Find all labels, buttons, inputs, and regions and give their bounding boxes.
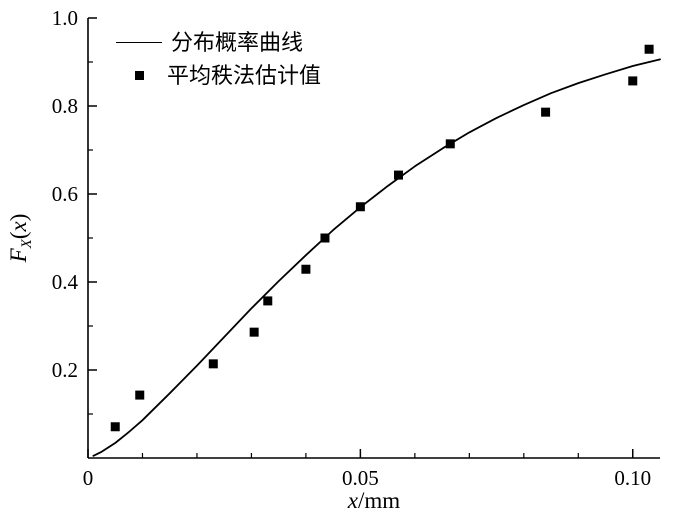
x-tick-label: 0.05 xyxy=(342,466,379,490)
scatter-point xyxy=(249,327,259,337)
y-tick-label: 0.8 xyxy=(52,94,78,118)
y-axis-title-symbol: F xyxy=(6,248,31,263)
scatter-point xyxy=(135,390,145,400)
y-axis-title: FX(x) xyxy=(6,158,38,318)
x-axis-title: x/mm xyxy=(274,488,474,514)
scatter-point xyxy=(320,233,330,243)
scatter-point xyxy=(644,44,654,54)
y-tick-label: 0.6 xyxy=(52,182,78,206)
legend-label-scatter: 平均秩法估计值 xyxy=(167,62,322,88)
scatter-point xyxy=(301,264,311,274)
x-axis-title-unit: /mm xyxy=(358,488,401,513)
legend-item-curve: 分布概率曲线 xyxy=(116,26,321,59)
y-axis-title-paren-open: ( xyxy=(6,231,31,240)
x-tick-label: 0 xyxy=(83,466,94,490)
probability-curve xyxy=(92,58,661,457)
scatter-point xyxy=(445,139,455,149)
scatter-point xyxy=(208,359,218,369)
scatter-point xyxy=(394,170,404,180)
legend-item-scatter: 平均秩法估计值 xyxy=(116,59,321,92)
scatter-point xyxy=(263,296,273,306)
y-axis-title-var: x xyxy=(6,221,31,232)
legend-square-marker xyxy=(135,71,144,80)
scatter-point xyxy=(541,107,551,117)
scatter-point xyxy=(355,202,365,212)
y-axis-title-paren-close: ) xyxy=(6,213,31,222)
legend: 分布概率曲线 平均秩法估计值 xyxy=(116,26,321,92)
legend-label-curve: 分布概率曲线 xyxy=(171,29,304,55)
y-tick-label: 1.0 xyxy=(52,6,78,30)
y-axis-title-subscript: X xyxy=(19,239,35,249)
scatter-point xyxy=(110,422,120,432)
x-tick-label: 0.10 xyxy=(614,466,651,490)
scatter-point xyxy=(628,76,638,86)
x-axis-title-var: x xyxy=(347,488,359,513)
legend-line-sample xyxy=(116,42,162,43)
y-tick-label: 0.2 xyxy=(52,358,78,382)
y-tick-label: 0.4 xyxy=(52,270,79,294)
